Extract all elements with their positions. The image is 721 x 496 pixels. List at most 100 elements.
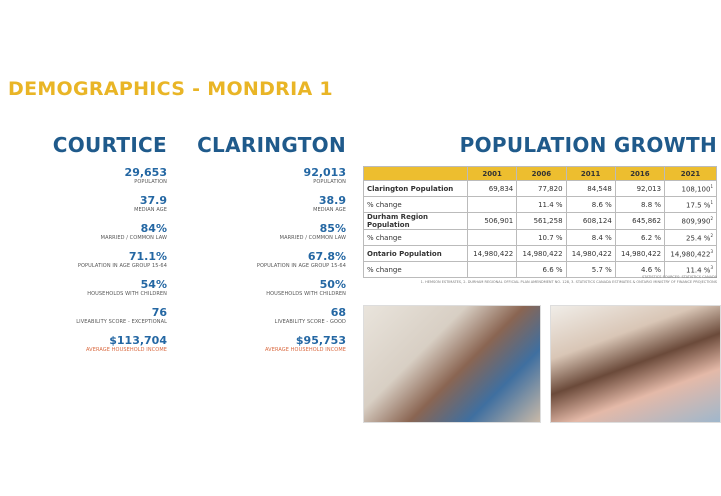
table-cell bbox=[466, 196, 518, 213]
footnote-marker: 1 bbox=[710, 199, 713, 205]
table-row: % change 11.4 % 8.6 % 8.8 % 17.5 %1 bbox=[363, 196, 717, 213]
column-header: 2001 bbox=[466, 166, 518, 181]
stat-label: HOUSEHOLDS WITH CHILDREN bbox=[266, 291, 346, 297]
column-header: 2021 bbox=[664, 166, 717, 181]
page-title: DEMOGRAPHICS - MONDRIA 1 bbox=[8, 78, 333, 100]
cell-value: Durham Region Population bbox=[367, 213, 429, 229]
clarington-stats: CLARINGTON 92,013 POPULATION 38.9 MEDIAN AG… bbox=[190, 133, 346, 363]
cell-value: Ontario Population bbox=[367, 249, 442, 258]
column-header bbox=[363, 166, 468, 181]
cell-value: 14,980,422 bbox=[473, 249, 514, 258]
table-row: % change 6.6 % 5.7 % 4.6 % 11.4 %3 bbox=[363, 261, 717, 278]
stat-value: 92,013 bbox=[303, 166, 346, 179]
stat-value: $95,753 bbox=[295, 334, 346, 347]
stat-value: 50% bbox=[319, 278, 346, 291]
stat-label: POPULATION IN AGE GROUP 15-64 bbox=[77, 263, 167, 269]
column-header: 2011 bbox=[565, 166, 616, 181]
cell-value: % change bbox=[367, 233, 402, 242]
table-cell: 645,862 bbox=[614, 212, 666, 230]
stat-item: 50% HOUSEHOLDS WITH CHILDREN bbox=[190, 279, 346, 298]
stat-label: MEDIAN AGE bbox=[313, 207, 346, 213]
cell-value: 84,548 bbox=[587, 184, 612, 193]
cell-value: 5.7 % bbox=[591, 265, 612, 274]
table-cell: 14,980,422 bbox=[516, 245, 567, 262]
cell-value: 6.6 % bbox=[542, 265, 563, 274]
table-cell: 11.4 %3 bbox=[664, 261, 717, 278]
footnote-marker: 2 bbox=[710, 216, 713, 222]
table-cell: Clarington Population bbox=[363, 180, 468, 197]
stat-label: POPULATION bbox=[134, 179, 167, 185]
cell-value: 14,980,422 bbox=[670, 250, 711, 259]
table-cell: 92,013 bbox=[614, 180, 666, 197]
stat-item: $113,704 AVERAGE HOUSEHOLD INCOME bbox=[50, 335, 167, 354]
table-cell: 108,1001 bbox=[664, 180, 717, 197]
stat-item: 84% MARRIED / COMMON LAW bbox=[50, 223, 167, 242]
stat-item: 29,653 POPULATION bbox=[50, 167, 167, 186]
table-cell: 25.4 %2 bbox=[664, 229, 717, 246]
table-cell: % change bbox=[363, 229, 468, 246]
cell-value: 608,124 bbox=[582, 217, 612, 225]
stat-label: LIVEABILITY SCORE - EXCEPTIONAL bbox=[76, 319, 167, 325]
stat-label: POPULATION bbox=[313, 179, 346, 185]
cell-value: 11.4 % bbox=[685, 266, 711, 275]
footnote-marker: 3 bbox=[710, 264, 713, 270]
table-cell: % change bbox=[363, 261, 468, 278]
stat-value: $113,704 bbox=[109, 334, 167, 347]
stat-value: 29,653 bbox=[124, 166, 167, 179]
table-cell: Ontario Population bbox=[363, 245, 468, 262]
table-row: Ontario Population 14,980,422 14,980,422 14… bbox=[363, 245, 717, 262]
table-cell: 809,9902 bbox=[664, 212, 717, 230]
footnotes: 1. HEMSON ESTIMATES, 2. DURHAM REGIONAL … bbox=[420, 280, 717, 284]
cell-value: 92,013 bbox=[636, 184, 662, 193]
clarington-heading: CLARINGTON bbox=[197, 133, 346, 157]
stat-value: 38.9 bbox=[318, 194, 346, 207]
table-cell: 14,980,422 bbox=[614, 245, 666, 262]
cell-value: 561,258 bbox=[533, 217, 563, 225]
table-cell: 14,980,422 bbox=[565, 245, 616, 262]
table-cell: 8.8 % bbox=[614, 196, 666, 213]
cell-value: Clarington Population bbox=[367, 184, 454, 193]
stat-value: 85% bbox=[319, 222, 346, 235]
table-cell: 608,124 bbox=[565, 212, 616, 230]
stat-label: MARRIED / COMMON LAW bbox=[279, 235, 346, 241]
stat-item: 71.1% POPULATION IN AGE GROUP 15-64 bbox=[50, 251, 167, 270]
population-growth-table: 2001 2006 2011 2016 2021 Clarington Populatio… bbox=[363, 166, 717, 278]
cell-value: 25.4 % bbox=[685, 234, 711, 243]
table-cell: 14,980,422 bbox=[466, 245, 518, 262]
stat-item: 67.8% POPULATION IN AGE GROUP 15-64 bbox=[190, 251, 346, 270]
stat-value: 76 bbox=[151, 306, 167, 319]
table-row: % change 10.7 % 8.4 % 6.2 % 25.4 %2 bbox=[363, 229, 717, 246]
table-cell: 8.4 % bbox=[565, 229, 616, 246]
cell-value: 8.6 % bbox=[591, 200, 612, 209]
cell-value: 8.4 % bbox=[591, 233, 612, 242]
cell-value: 6.2 % bbox=[641, 233, 662, 242]
sources-note: STATISTICS SOURCES: STATISTICS CANADA bbox=[642, 275, 717, 279]
table-cell: 84,548 bbox=[565, 180, 616, 197]
cell-value: 108,100 bbox=[681, 185, 711, 194]
column-header: 2006 bbox=[516, 166, 567, 181]
table-cell: 14,980,4223 bbox=[664, 245, 717, 262]
table-cell: 17.5 %1 bbox=[664, 196, 717, 213]
family-photo bbox=[550, 305, 721, 423]
cell-value: 14,980,422 bbox=[571, 249, 612, 258]
table-cell bbox=[466, 229, 518, 246]
stat-value: 68 bbox=[330, 306, 346, 319]
table-row: Durham Region Population 506,901 561,258 60… bbox=[363, 212, 717, 230]
grandparents-child-photo bbox=[363, 305, 541, 423]
stat-label: AVERAGE HOUSEHOLD INCOME bbox=[85, 347, 167, 353]
stat-value: 54% bbox=[140, 278, 167, 291]
table-cell: 8.6 % bbox=[565, 196, 616, 213]
population-growth-heading: POPULATION GROWTH bbox=[459, 133, 717, 157]
table-cell: 4.6 % bbox=[614, 261, 666, 278]
cell-value: 14,980,422 bbox=[522, 249, 563, 258]
stat-item: 38.9 MEDIAN AGE bbox=[190, 195, 346, 214]
stat-label: MARRIED / COMMON LAW bbox=[100, 235, 167, 241]
stat-value: 84% bbox=[140, 222, 167, 235]
cell-value: 17.5 % bbox=[685, 201, 711, 210]
stat-value: 37.9 bbox=[139, 194, 167, 207]
table-cell: 506,901 bbox=[466, 212, 518, 230]
stat-item: 68 LIVEABILITY SCORE - GOOD bbox=[190, 307, 346, 326]
cell-value: % change bbox=[367, 265, 402, 274]
cell-value: 506,901 bbox=[484, 217, 514, 225]
cell-value: 645,862 bbox=[632, 217, 662, 225]
